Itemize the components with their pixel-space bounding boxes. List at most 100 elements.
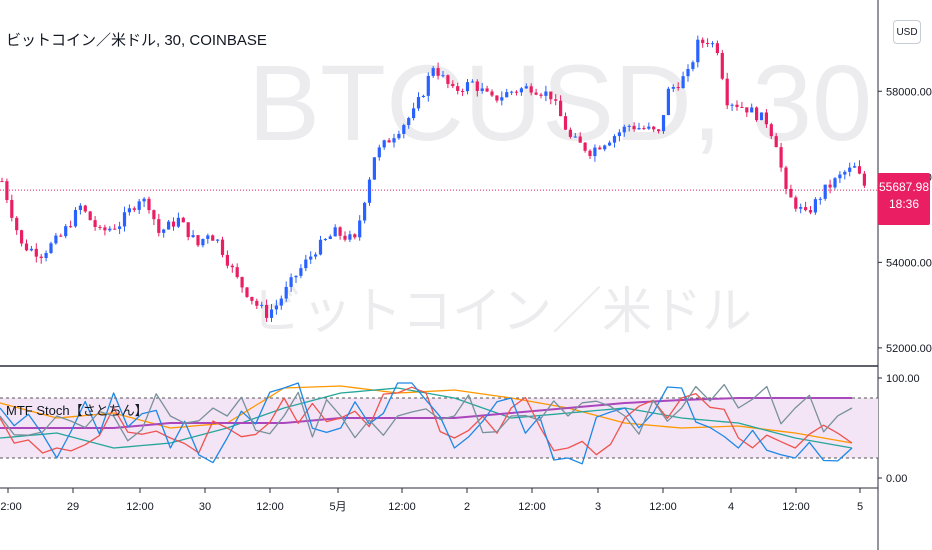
candle-body xyxy=(524,86,528,89)
candle-body xyxy=(446,75,450,84)
candle-body xyxy=(211,235,215,241)
candle-body xyxy=(402,125,406,134)
candle-body xyxy=(519,88,523,93)
candle-body xyxy=(69,226,73,228)
candle-body xyxy=(495,95,499,101)
x-tick-label: 5 xyxy=(857,501,863,513)
candle-body xyxy=(652,126,656,130)
candle-body xyxy=(701,39,705,44)
candle-body xyxy=(416,96,421,109)
indicator-label: MTF Stoch【さとちん】 xyxy=(6,403,148,418)
x-tick-label: 30 xyxy=(199,501,211,513)
candle-body xyxy=(691,62,695,69)
candle-body xyxy=(83,205,87,212)
candle-body xyxy=(510,91,514,93)
candle-body xyxy=(637,128,641,130)
ind-y-tick-label: 0.00 xyxy=(886,473,907,485)
candle-body xyxy=(358,220,362,238)
candle-body xyxy=(5,181,9,200)
currency-button[interactable]: USD xyxy=(893,20,921,44)
stoch-series-line xyxy=(0,397,852,429)
candle-body xyxy=(456,86,460,91)
candle-body xyxy=(284,286,288,299)
candle-body xyxy=(813,199,817,213)
candle-body xyxy=(568,129,572,137)
watermark-name: ビットコイン／米ドル xyxy=(252,282,752,340)
candle-body xyxy=(657,129,661,132)
candle-body xyxy=(152,210,156,220)
candle-body xyxy=(480,88,484,91)
candle-body xyxy=(470,81,474,83)
candle-body xyxy=(681,76,685,89)
candle-body xyxy=(676,87,680,89)
candle-body xyxy=(0,181,4,183)
candle-body xyxy=(818,198,822,200)
x-tick-label: 12:00 xyxy=(256,501,284,513)
candle-body xyxy=(142,198,146,202)
candle-body xyxy=(338,227,342,236)
candle-body xyxy=(367,179,372,203)
candle-body xyxy=(461,90,465,92)
candle-body xyxy=(309,256,313,260)
candle-body xyxy=(206,235,210,239)
candle-body xyxy=(216,239,220,241)
candle-body xyxy=(838,174,842,179)
candle-body xyxy=(632,125,636,130)
candle-body xyxy=(299,268,303,276)
candle-body xyxy=(529,86,533,93)
candle-body xyxy=(627,125,631,127)
candle-body xyxy=(573,136,577,138)
candle-body xyxy=(617,132,621,137)
last-price-value: 55687.98 xyxy=(878,180,930,194)
candle-body xyxy=(353,234,357,238)
candle-body xyxy=(333,227,337,237)
candle-body xyxy=(735,104,739,107)
candle-body xyxy=(823,184,827,199)
candle-body xyxy=(265,304,269,318)
candle-body xyxy=(343,235,347,240)
candle-body xyxy=(73,209,78,227)
candle-body xyxy=(318,239,323,255)
candle-body xyxy=(720,53,724,79)
candle-body xyxy=(260,304,264,306)
x-tick-label: 29 xyxy=(67,501,79,513)
candle-body xyxy=(475,81,479,91)
x-tick-label: 12:00 xyxy=(518,501,546,513)
candle-body xyxy=(642,128,646,130)
candle-body xyxy=(255,300,259,306)
candle-body xyxy=(583,142,587,151)
y-tick-label: 54000.00 xyxy=(886,257,932,269)
candle-body xyxy=(279,298,283,306)
candle-body xyxy=(157,219,161,233)
stoch-series-line xyxy=(0,382,853,465)
candle-body xyxy=(549,91,553,100)
candle-body xyxy=(387,140,391,143)
x-tick-label: 2 xyxy=(464,501,470,513)
x-tick-label: 5月 xyxy=(329,501,346,513)
candle-body xyxy=(544,91,548,96)
candle-body xyxy=(93,220,97,227)
candle-body xyxy=(848,167,852,172)
x-tick-label: 3 xyxy=(595,501,601,513)
candle-body xyxy=(250,296,254,301)
candle-body xyxy=(118,226,122,229)
candle-body xyxy=(789,188,793,198)
x-tick-label: 12:00 xyxy=(649,501,677,513)
candle-body xyxy=(348,234,352,240)
candle-body xyxy=(314,254,318,257)
candle-body xyxy=(108,228,112,231)
candle-body xyxy=(15,217,19,231)
candle-body xyxy=(769,124,773,137)
candle-body xyxy=(294,275,298,278)
candle-body xyxy=(588,150,592,157)
candle-body xyxy=(500,97,504,101)
candle-body xyxy=(10,199,14,218)
candle-body xyxy=(24,243,29,251)
candle-body xyxy=(598,147,602,150)
candle-body xyxy=(88,211,92,221)
candle-body xyxy=(622,126,626,133)
candle-body xyxy=(323,238,327,240)
candle-body xyxy=(34,248,38,257)
candle-body xyxy=(759,112,764,121)
candle-body xyxy=(730,104,734,106)
